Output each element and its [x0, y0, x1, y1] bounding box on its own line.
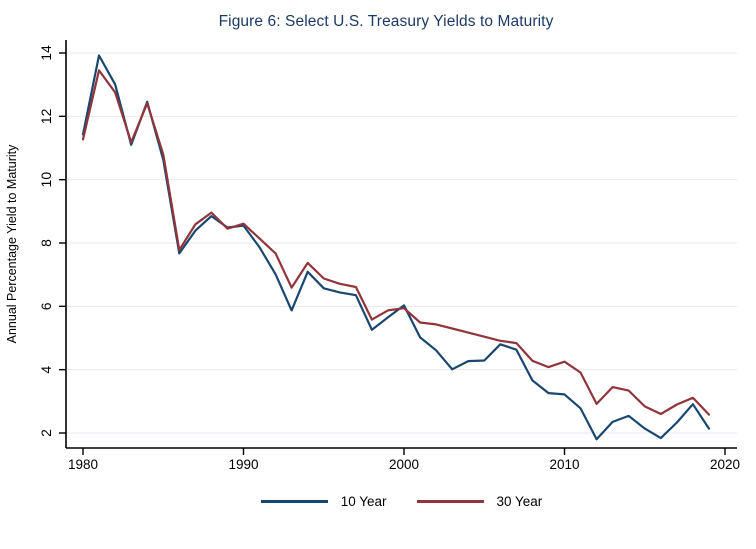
y-tick-label: 14 — [38, 45, 54, 61]
x-tick-label: 1980 — [68, 457, 98, 472]
y-tick-label: 8 — [38, 239, 54, 247]
x-tick-label: 2020 — [710, 457, 740, 472]
y-tick-label: 2 — [38, 429, 54, 437]
y-tick-label: 6 — [38, 302, 54, 310]
y-tick-label: 4 — [38, 366, 54, 374]
x-tick-label: 2010 — [549, 457, 579, 472]
legend: 10 Year 30 Year — [50, 494, 753, 509]
y-tick-label: 10 — [38, 172, 54, 188]
series-line-30-year — [81, 69, 711, 416]
legend-line-10-year-icon — [260, 500, 328, 503]
x-tick-label: 1990 — [228, 457, 258, 472]
x-tick-label: 2000 — [389, 457, 419, 472]
legend-entry-30-year: 30 Year — [416, 494, 543, 509]
legend-label-30-year: 30 Year — [496, 494, 543, 509]
legend-line-30-year-icon — [416, 500, 484, 503]
y-tick-label: 12 — [38, 108, 54, 124]
legend-label-10-year: 10 Year — [340, 494, 387, 509]
legend-entry-10-year: 10 Year — [260, 494, 387, 509]
series-line-10-year — [81, 54, 711, 441]
chart-title: Figure 6: Select U.S. Treasury Yields to… — [218, 13, 554, 30]
